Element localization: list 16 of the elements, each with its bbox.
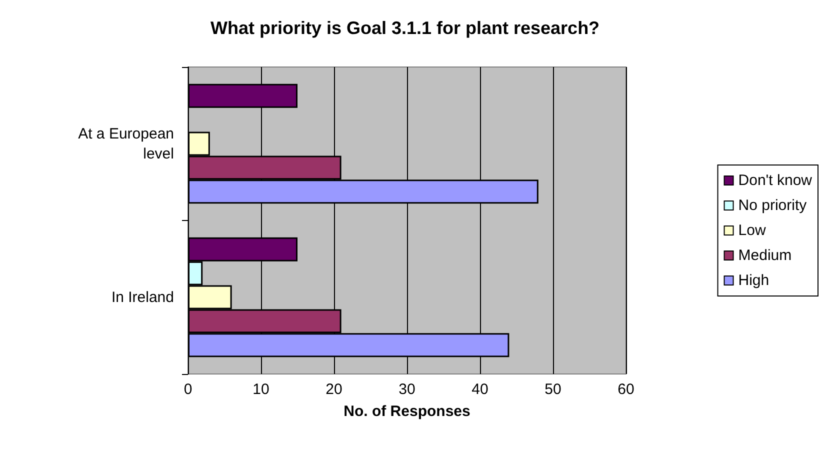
x-tick-label: 10 — [252, 381, 270, 398]
chart-title: What priority is Goal 3.1.1 for plant research? — [210, 18, 600, 38]
x-tick-label: 50 — [544, 381, 562, 398]
legend-label: Medium — [738, 247, 792, 264]
y-tick-label: At a European level — [78, 125, 174, 162]
x-tick-label: 30 — [398, 381, 416, 398]
legend-label: No priority — [738, 197, 808, 214]
legend-label: Don't know — [738, 172, 812, 189]
y-tick-label: In Ireland — [111, 288, 174, 306]
x-tick-label: 20 — [326, 381, 342, 398]
legend-label: Low — [738, 222, 766, 239]
legend-label: High — [738, 272, 770, 289]
x-tick-label: 60 — [618, 381, 634, 398]
x-tick-label: 0 — [184, 381, 192, 398]
x-tick-label: 40 — [472, 381, 488, 398]
x-axis-title: No. of Responses — [344, 403, 470, 420]
